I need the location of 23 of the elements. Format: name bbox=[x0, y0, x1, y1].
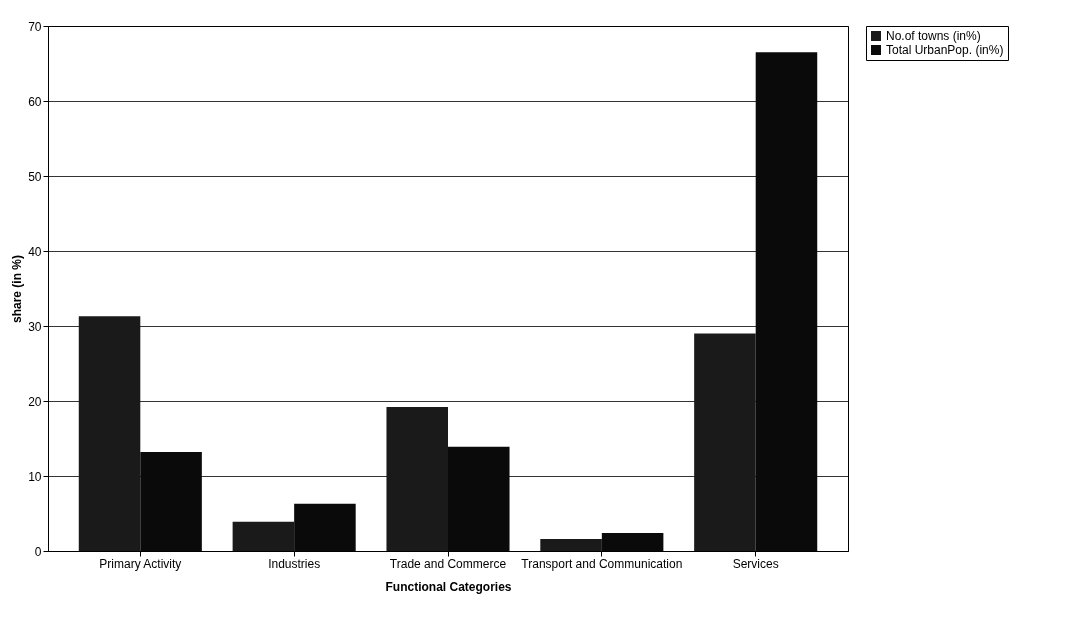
x-tick-label: Transport and Communication bbox=[521, 556, 683, 571]
y-axis-title: share (in %) bbox=[10, 254, 25, 324]
bar bbox=[232, 521, 295, 551]
x-axis-title: Functional Categories bbox=[385, 579, 512, 594]
bar bbox=[78, 316, 141, 551]
legend-label: Total UrbanPop. (in%) bbox=[886, 43, 1004, 57]
y-tick-label: 30 bbox=[28, 319, 42, 334]
y-tick-label: 0 bbox=[34, 544, 42, 559]
y-tick-label: 10 bbox=[28, 469, 42, 484]
x-tick-label: Trade and Commerce bbox=[389, 556, 507, 571]
y-tick-label: 50 bbox=[28, 169, 42, 184]
bar bbox=[694, 333, 756, 551]
x-tick-label: Industries bbox=[268, 556, 321, 571]
bar bbox=[601, 533, 664, 551]
bar bbox=[540, 539, 602, 551]
y-tick-label: 60 bbox=[28, 94, 42, 109]
x-tick-label: Services bbox=[732, 556, 779, 571]
y-tick-label: 20 bbox=[28, 394, 42, 409]
x-tick-label: Primary Activity bbox=[99, 556, 182, 571]
legend-label: No.of towns (in%) bbox=[886, 29, 981, 43]
bar bbox=[386, 407, 448, 551]
y-tick-label: 40 bbox=[28, 244, 42, 259]
y-tick-label: 70 bbox=[28, 19, 42, 34]
